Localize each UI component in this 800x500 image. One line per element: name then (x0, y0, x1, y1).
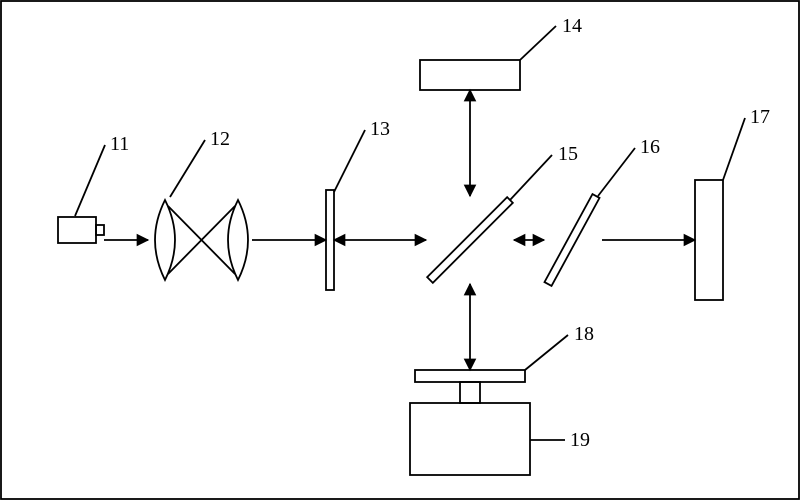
label-l15: 15 (558, 143, 578, 165)
component-14-box (420, 60, 520, 90)
component-15-beamsplitter (427, 197, 513, 283)
component-18-plate (415, 370, 525, 382)
component-11-box (58, 217, 96, 243)
component-12-lens-right (228, 200, 248, 280)
component-13-plate (326, 190, 334, 290)
component-19-box (410, 403, 530, 475)
label-l14: 14 (562, 15, 582, 37)
component-16-plate (544, 194, 599, 286)
label-l19: 19 (570, 429, 590, 451)
label-l12: 12 (210, 128, 230, 150)
component-17-box (695, 180, 723, 300)
component-12-lens-left (155, 200, 175, 280)
component-19-stub (460, 382, 480, 403)
label-l13: 13 (370, 118, 390, 140)
component-11-stub (96, 225, 104, 235)
leader-l16 (598, 148, 635, 196)
label-l17: 17 (750, 106, 770, 128)
leader-l17 (723, 118, 745, 180)
outer-frame (1, 1, 799, 499)
leader-l18 (525, 335, 568, 370)
leader-l15 (510, 155, 552, 200)
leader-l11 (75, 145, 105, 216)
leader-l12 (170, 140, 205, 197)
label-l16: 16 (640, 136, 660, 158)
leader-l13 (334, 130, 365, 192)
label-l18: 18 (574, 323, 594, 345)
leader-l14 (520, 26, 556, 60)
label-l11: 11 (110, 133, 129, 155)
